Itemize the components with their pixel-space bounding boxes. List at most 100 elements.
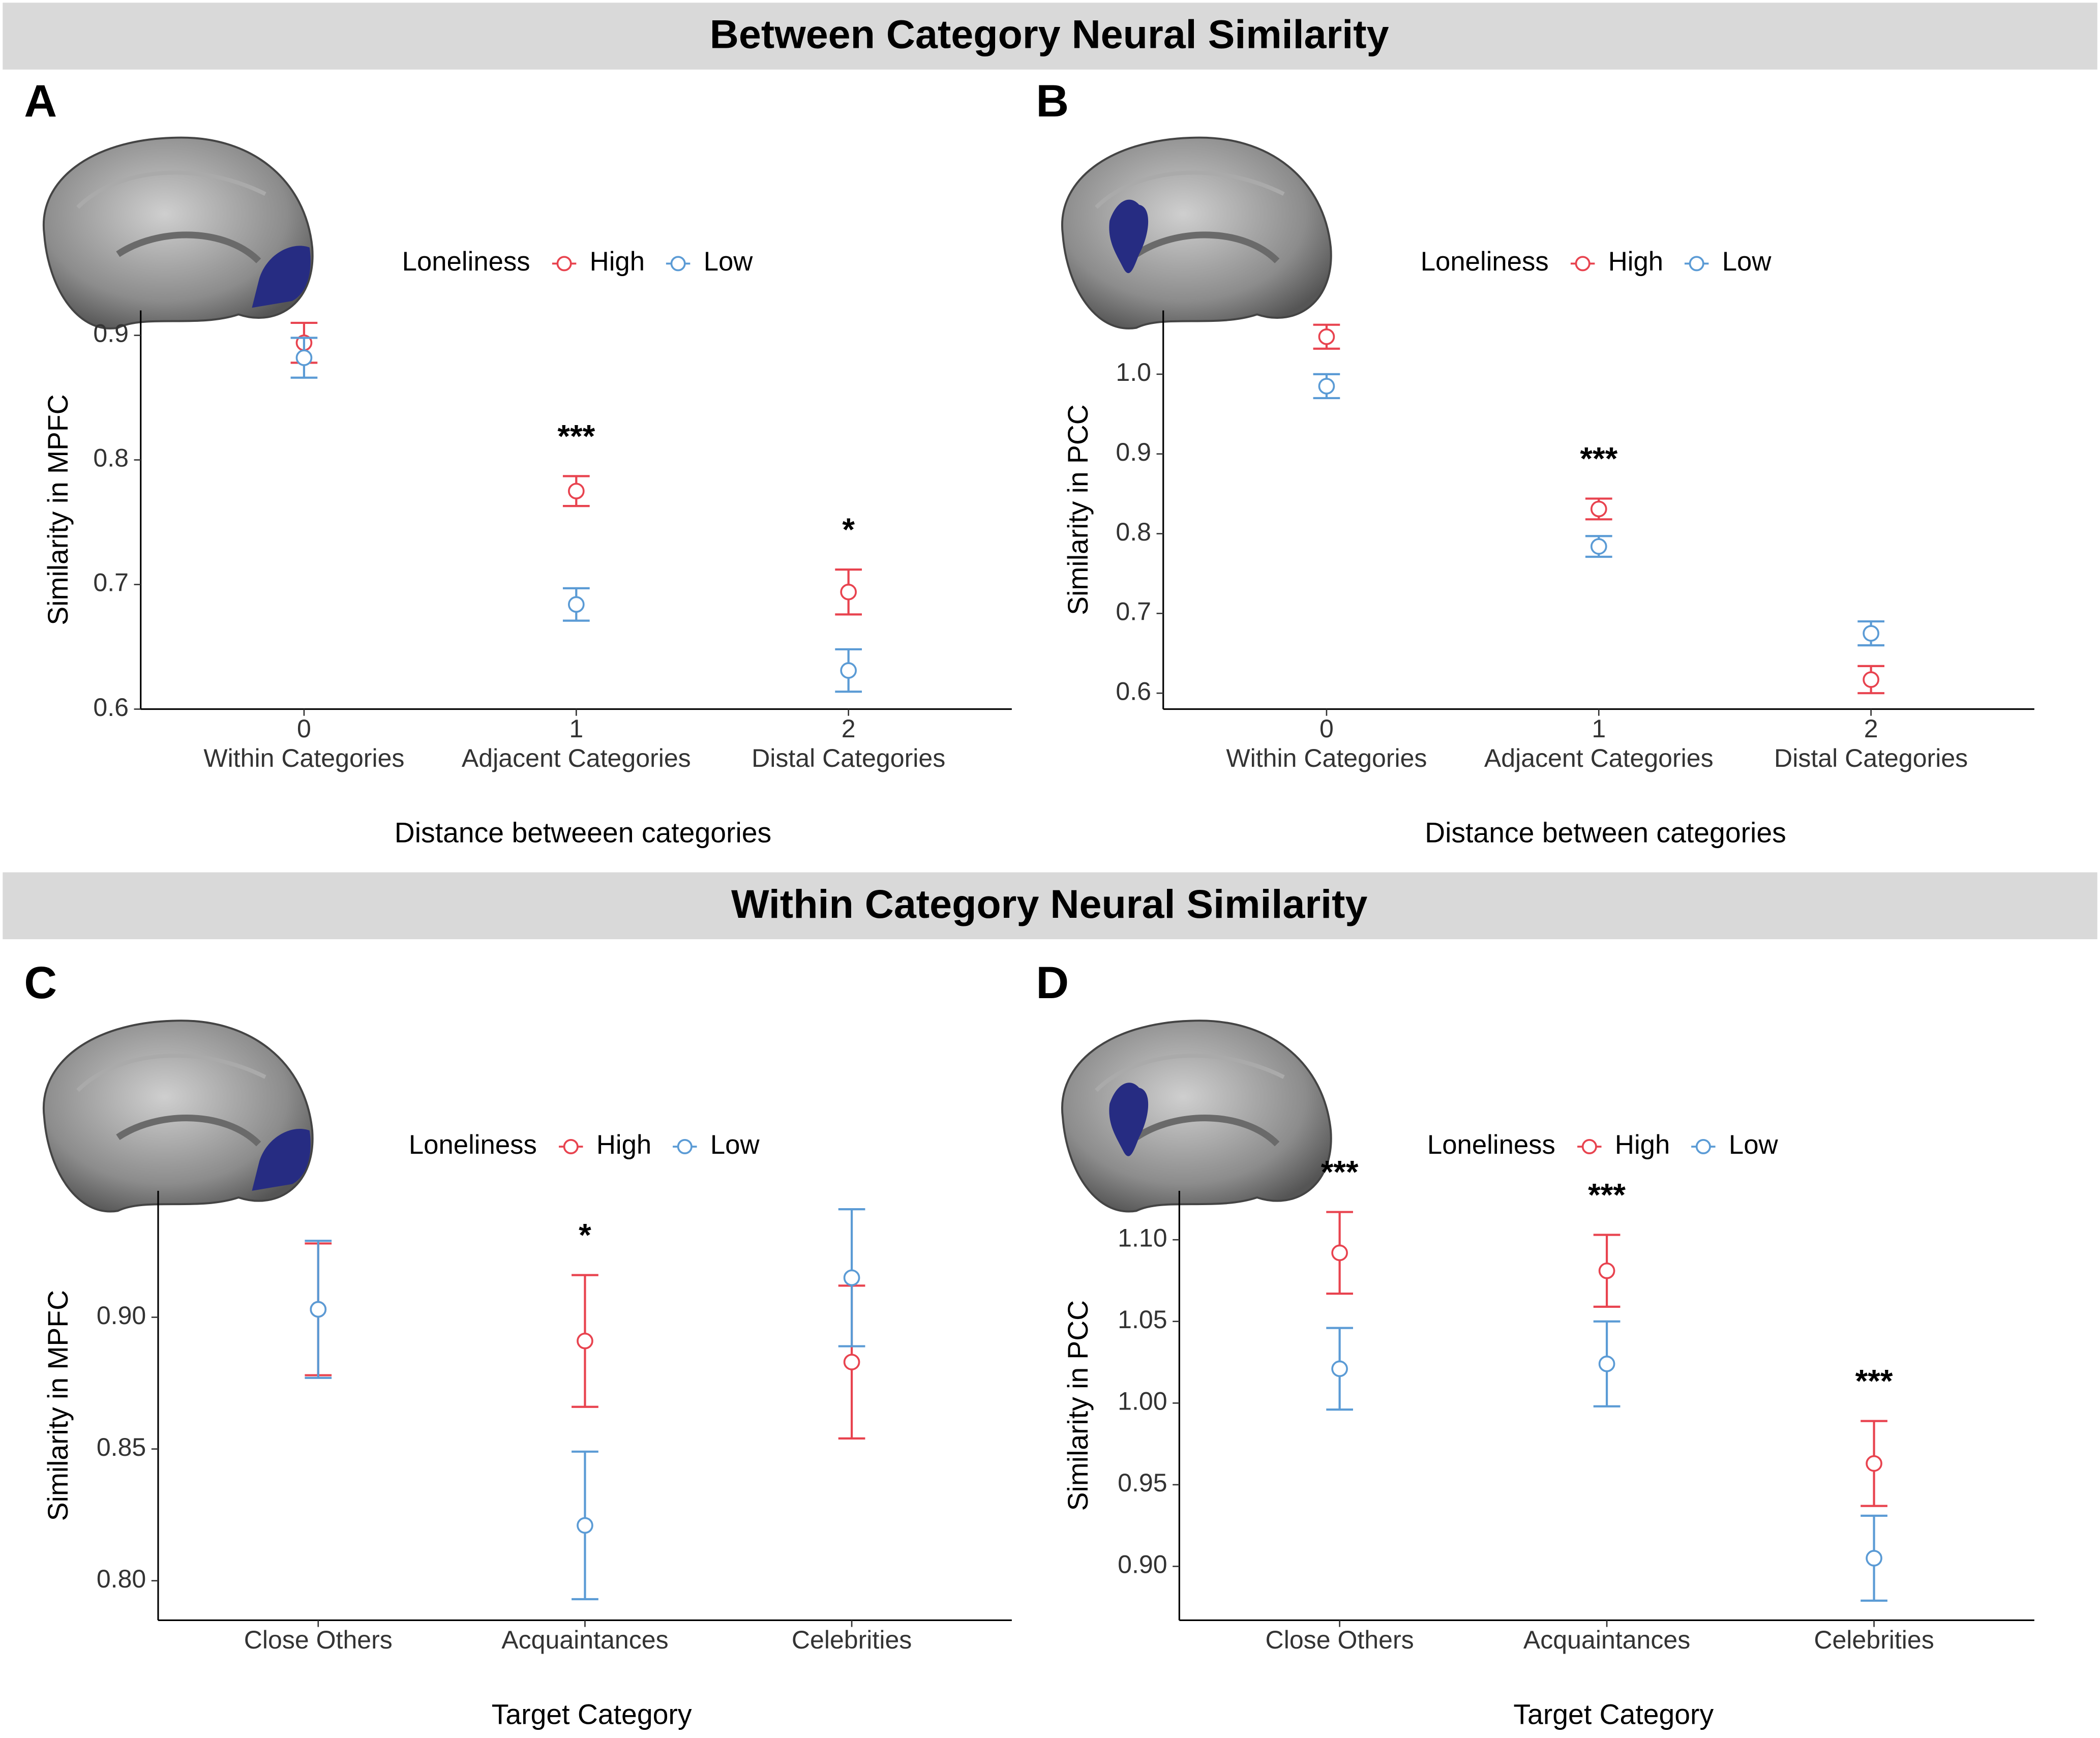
y-tick-label: 0.90	[1118, 1550, 1167, 1579]
panel-label: B	[1036, 75, 1069, 126]
significance-stars: ***	[1321, 1155, 1359, 1190]
y-tick-label: 0.6	[1116, 677, 1151, 705]
significance-stars: *	[842, 512, 855, 548]
x-category-label: Acquaintances	[501, 1626, 668, 1654]
x-category-label: Distal Categories	[752, 744, 945, 772]
legend-label: Low	[1722, 247, 1772, 277]
point	[1318, 378, 1335, 395]
legend-symbol	[670, 256, 686, 272]
point	[1318, 328, 1335, 345]
y-tick-label: 0.6	[93, 693, 129, 722]
legend-symbol	[1695, 1138, 1711, 1154]
x-category-label: Close Others	[244, 1626, 393, 1654]
y-axis-title: Similarity in MPFC	[42, 1290, 74, 1521]
x-tick-label: 2	[1864, 714, 1878, 743]
x-category-label: Adjacent Categories	[1484, 744, 1714, 772]
panel-label: C	[24, 957, 57, 1008]
y-axis-title: Similarity in PCC	[1062, 404, 1094, 615]
x-tick-label: 2	[842, 714, 856, 743]
legend-symbol	[563, 1138, 579, 1154]
significance-stars: ***	[1855, 1364, 1893, 1399]
legend-label: Low	[704, 247, 754, 277]
legend-label: Low	[1729, 1130, 1779, 1160]
point	[1863, 625, 1879, 642]
point	[1863, 671, 1879, 688]
y-tick-label: 0.9	[1116, 438, 1151, 466]
x-tick-label: 1	[1592, 714, 1606, 743]
point	[1598, 1355, 1615, 1372]
legend-symbol	[1581, 1138, 1597, 1154]
legend-label: High	[596, 1130, 651, 1160]
x-category-label: Close Others	[1266, 1626, 1414, 1654]
x-tick-label: 1	[569, 714, 583, 743]
header-bar	[3, 3, 2097, 70]
header: Within Category Neural Similarity	[731, 881, 1367, 926]
y-tick-label: 1.10	[1118, 1223, 1167, 1252]
legend-title: Loneliness	[1427, 1130, 1555, 1160]
x-category-label: Within Categories	[203, 744, 404, 772]
legend-title: Loneliness	[409, 1130, 537, 1160]
legend-label: High	[1615, 1130, 1670, 1160]
point	[310, 1301, 327, 1318]
y-tick-label: 0.90	[97, 1301, 146, 1330]
legend-symbol	[1689, 256, 1704, 272]
significance-stars: *	[579, 1218, 591, 1253]
point	[1590, 500, 1607, 518]
y-tick-label: 0.80	[97, 1565, 146, 1593]
y-tick-label: 1.00	[1118, 1387, 1167, 1416]
y-tick-label: 0.8	[1116, 518, 1151, 546]
panel-label: D	[1036, 957, 1069, 1008]
point	[1866, 1550, 1882, 1567]
legend-label: High	[590, 247, 645, 277]
point	[843, 1269, 860, 1286]
legend-symbol	[556, 256, 572, 272]
y-tick-label: 0.7	[93, 568, 129, 597]
point	[567, 483, 585, 500]
x-category-label: Within Categories	[1226, 744, 1427, 772]
x-tick-label: 0	[297, 714, 311, 743]
x-category-label: Celebrities	[792, 1626, 912, 1654]
header: Between Category Neural Similarity	[710, 12, 1389, 57]
panel-label: A	[24, 75, 57, 126]
y-tick-label: 0.85	[97, 1433, 146, 1461]
header-bar	[3, 872, 2097, 940]
y-tick-label: 0.7	[1116, 597, 1151, 626]
point	[843, 1354, 860, 1370]
x-category-label: Celebrities	[1814, 1626, 1934, 1654]
x-category-label: Adjacent Categories	[462, 744, 691, 772]
point	[840, 583, 857, 601]
significance-stars: ***	[1580, 441, 1617, 477]
point	[1866, 1455, 1882, 1472]
y-tick-label: 0.9	[93, 319, 129, 348]
point	[840, 662, 857, 679]
y-axis-title: Similarity in MPFC	[42, 394, 74, 625]
legend-title: Loneliness	[1421, 247, 1549, 277]
point	[567, 596, 585, 613]
x-category-label: Distal Categories	[1774, 744, 1968, 772]
legend-label: High	[1608, 247, 1663, 277]
x-axis-title: Distance betweeen categories	[395, 817, 771, 849]
y-axis-title: Similarity in PCC	[1062, 1300, 1094, 1511]
point	[295, 349, 313, 366]
point	[1331, 1244, 1348, 1262]
point	[1598, 1262, 1615, 1279]
legend-symbol	[1575, 256, 1591, 272]
x-tick-label: 0	[1319, 714, 1334, 743]
x-axis-title: Target Category	[1513, 1699, 1714, 1730]
significance-stars: ***	[557, 418, 595, 454]
x-axis-title: Target Category	[492, 1699, 692, 1730]
point	[1331, 1360, 1348, 1377]
x-category-label: Acquaintances	[1523, 1626, 1690, 1654]
legend-label: Low	[710, 1130, 760, 1160]
point	[1590, 538, 1607, 555]
y-tick-label: 1.0	[1116, 358, 1151, 386]
x-axis-title: Distance between categories	[1425, 817, 1786, 849]
point	[577, 1517, 593, 1534]
legend-title: Loneliness	[402, 247, 530, 277]
y-tick-label: 0.8	[93, 444, 129, 472]
y-tick-label: 1.05	[1118, 1305, 1167, 1334]
point	[577, 1332, 593, 1350]
